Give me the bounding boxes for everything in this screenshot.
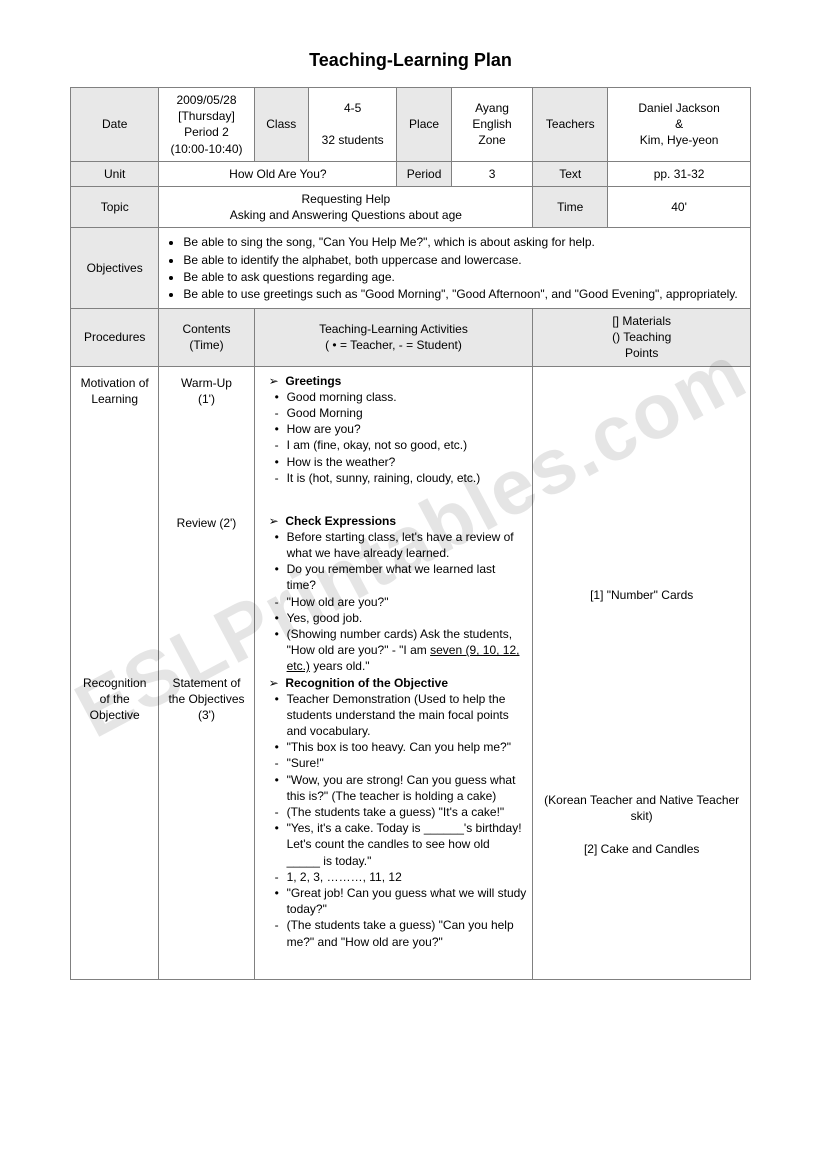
activity-title: ➢ Greetings bbox=[269, 373, 527, 389]
procedures-header-row: Procedures Contents (Time) Teaching-Lear… bbox=[71, 309, 751, 367]
header-row-2: Unit How Old Are You? Period 3 Text pp. … bbox=[71, 161, 751, 186]
materials-cell: (Korean Teacher and Native Teacher skit)… bbox=[539, 675, 744, 975]
objectives-label: Objectives bbox=[71, 228, 159, 309]
topic-value: Requesting Help Asking and Answering Que… bbox=[159, 186, 533, 227]
student-line: I am (fine, okay, not so good, etc.) bbox=[269, 437, 527, 453]
contents-column: Warm-Up (1')Review (2')Statement of the … bbox=[159, 366, 254, 979]
text-value: pp. 31-32 bbox=[608, 161, 751, 186]
materials-label: [] Materials () Teaching Points bbox=[533, 309, 751, 367]
unit-label: Unit bbox=[71, 161, 159, 186]
activity-block: ➢ GreetingsGood morning class.Good Morni… bbox=[261, 373, 527, 513]
page: ESLPrintables.com Teaching-Learning Plan… bbox=[0, 0, 821, 1040]
teacher-line: Do you remember what we learned last tim… bbox=[269, 561, 527, 593]
teacher-line: How is the weather? bbox=[269, 454, 527, 470]
header-row-3: Topic Requesting Help Asking and Answeri… bbox=[71, 186, 751, 227]
activity-title: ➢ Check Expressions bbox=[269, 513, 527, 529]
objectives-row: Objectives Be able to sing the song, "Ca… bbox=[71, 228, 751, 309]
plan-table: Date 2009/05/28 [Thursday] Period 2 (10:… bbox=[70, 87, 751, 980]
procedure-cell: Motivation of Learning bbox=[77, 375, 152, 515]
teacher-line: How are you? bbox=[269, 421, 527, 437]
teachers-value: Daniel Jackson & Kim, Hye-yeon bbox=[608, 88, 751, 162]
objective-item: Be able to identify the alphabet, both u… bbox=[183, 252, 744, 268]
date-label: Date bbox=[71, 88, 159, 162]
teacher-line: Before starting class, let's have a revi… bbox=[269, 529, 527, 561]
activities-column: ➢ GreetingsGood morning class.Good Morni… bbox=[254, 366, 533, 979]
date-value: 2009/05/28 [Thursday] Period 2 (10:00-10… bbox=[159, 88, 254, 162]
place-label: Place bbox=[397, 88, 451, 162]
time-value: 40' bbox=[608, 186, 751, 227]
student-line: "Sure!" bbox=[269, 755, 527, 771]
objectives-cell: Be able to sing the song, "Can You Help … bbox=[159, 228, 751, 309]
objective-item: Be able to sing the song, "Can You Help … bbox=[183, 234, 744, 250]
teacher-line: "Wow, you are strong! Can you guess what… bbox=[269, 772, 527, 804]
period-label: Period bbox=[397, 161, 451, 186]
procedures-label: Procedures bbox=[71, 309, 159, 367]
student-line: (The students take a guess) "It's a cake… bbox=[269, 804, 527, 820]
teacher-line: "This box is too heavy. Can you help me?… bbox=[269, 739, 527, 755]
teachers-label: Teachers bbox=[533, 88, 608, 162]
text-label: Text bbox=[533, 161, 608, 186]
objective-item: Be able to use greetings such as "Good M… bbox=[183, 286, 744, 302]
activity-block: ➢ Recognition of the ObjectiveTeacher De… bbox=[261, 675, 527, 975]
topic-label: Topic bbox=[71, 186, 159, 227]
procedures-column: Motivation of Learning Recognition of the… bbox=[71, 366, 159, 979]
unit-value: How Old Are You? bbox=[159, 161, 397, 186]
time-label: Time bbox=[533, 186, 608, 227]
student-line: Good Morning bbox=[269, 405, 527, 421]
class-label: Class bbox=[254, 88, 308, 162]
student-line: "How old are you?" bbox=[269, 594, 527, 610]
contents-cell: Review (2') bbox=[165, 515, 247, 675]
teacher-line: Teacher Demonstration (Used to help the … bbox=[269, 691, 527, 740]
objectives-list: Be able to sing the song, "Can You Help … bbox=[183, 234, 744, 302]
student-line: It is (hot, sunny, raining, cloudy, etc.… bbox=[269, 470, 527, 486]
contents-label: Contents (Time) bbox=[159, 309, 254, 367]
place-value: Ayang English Zone bbox=[451, 88, 533, 162]
teacher-line: "Great job! Can you guess what we will s… bbox=[269, 885, 527, 917]
teacher-line: Good morning class. bbox=[269, 389, 527, 405]
student-line: 1, 2, 3, ………, 11, 12 bbox=[269, 869, 527, 885]
activity-block: ➢ Check ExpressionsBefore starting class… bbox=[261, 513, 527, 675]
class-value: 4-5 32 students bbox=[308, 88, 396, 162]
materials-column: [1] "Number" Cards(Korean Teacher and Na… bbox=[533, 366, 751, 979]
contents-cell: Warm-Up (1') bbox=[165, 375, 247, 515]
procedure-cell: Recognition of the Objective bbox=[77, 675, 152, 975]
teacher-line: Yes, good job. bbox=[269, 610, 527, 626]
activities-label: Teaching-Learning Activities ( • = Teach… bbox=[254, 309, 533, 367]
procedure-cell bbox=[77, 515, 152, 675]
teacher-line: (Showing number cards) Ask the students,… bbox=[269, 626, 527, 675]
header-row-1: Date 2009/05/28 [Thursday] Period 2 (10:… bbox=[71, 88, 751, 162]
page-title: Teaching-Learning Plan bbox=[70, 50, 751, 71]
activity-title: ➢ Recognition of the Objective bbox=[269, 675, 527, 691]
body-row: Motivation of Learning Recognition of the… bbox=[71, 366, 751, 979]
contents-cell: Statement of the Objectives (3') bbox=[165, 675, 247, 975]
materials-cell bbox=[539, 375, 744, 515]
period-value: 3 bbox=[451, 161, 533, 186]
teacher-line: "Yes, it's a cake. Today is ______'s bir… bbox=[269, 820, 527, 869]
objective-item: Be able to ask questions regarding age. bbox=[183, 269, 744, 285]
materials-cell: [1] "Number" Cards bbox=[539, 515, 744, 675]
student-line: (The students take a guess) "Can you hel… bbox=[269, 917, 527, 949]
